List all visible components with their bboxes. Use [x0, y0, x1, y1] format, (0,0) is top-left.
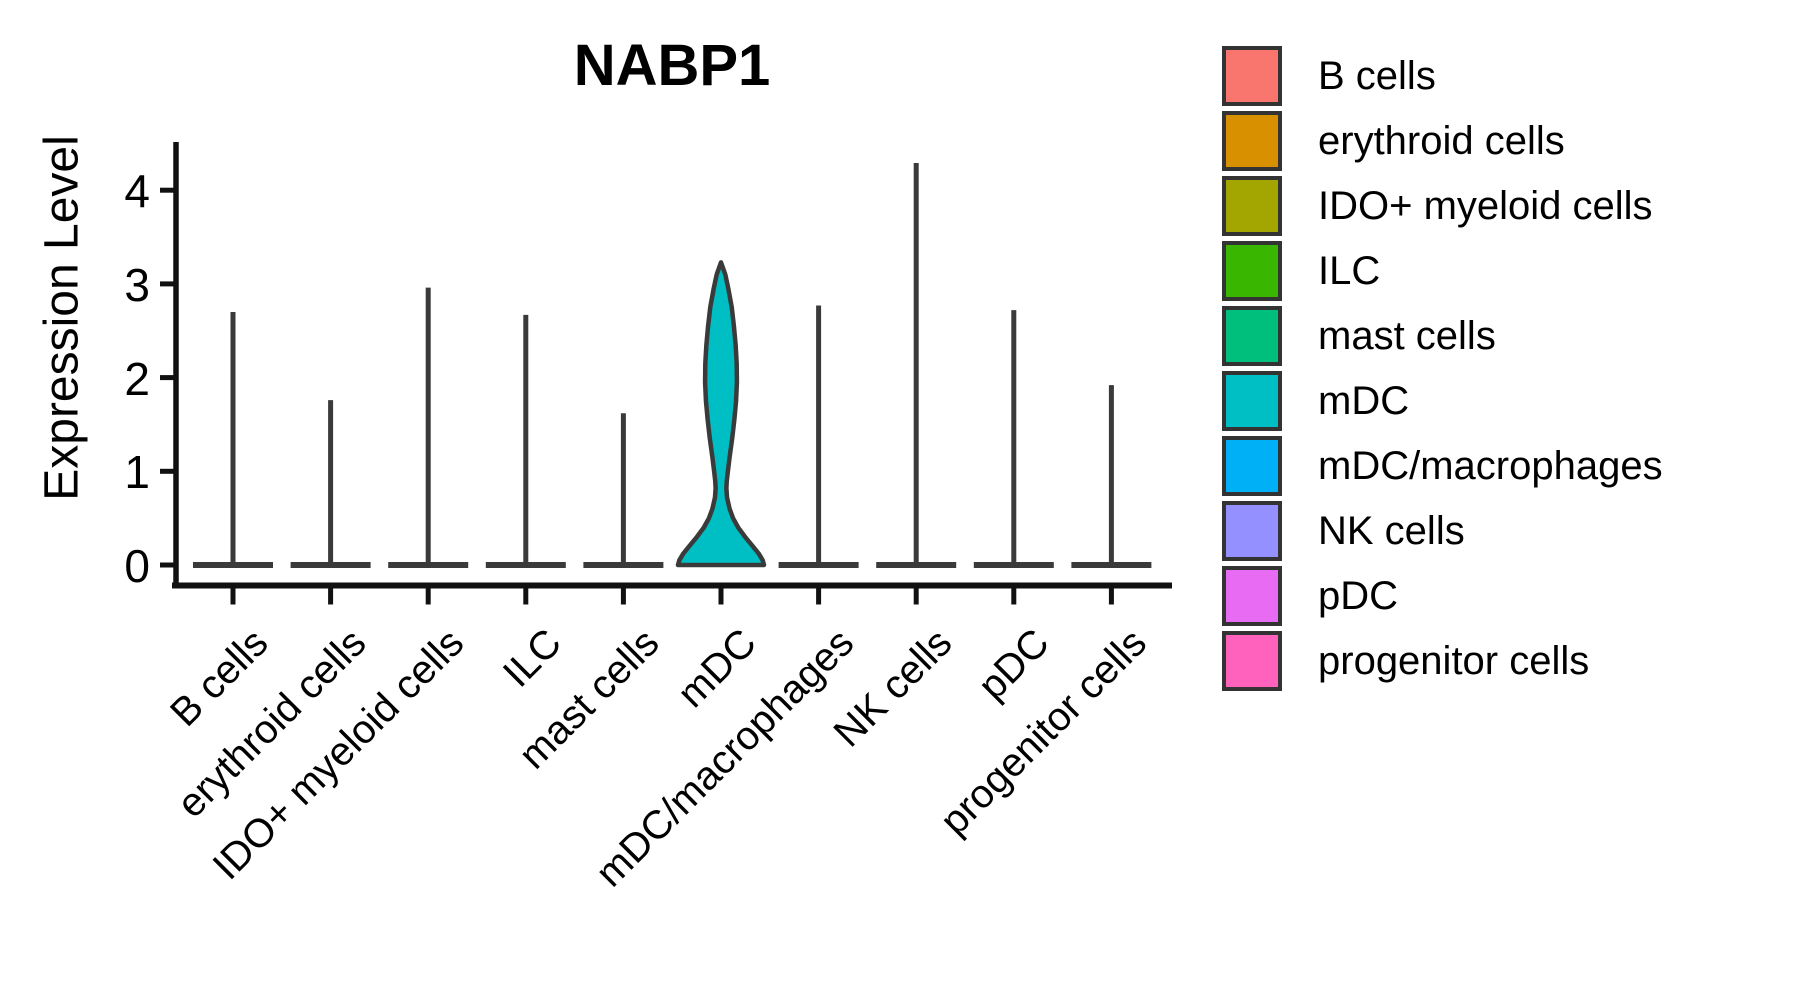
legend-item-7: NK cells: [1222, 501, 1663, 561]
violin-shape-5: [675, 260, 767, 568]
legend-swatch-2: [1222, 176, 1282, 236]
legend-swatch-6: [1222, 436, 1282, 496]
legend-label-2: IDO+ myeloid cells: [1318, 183, 1653, 228]
legend-item-6: mDC/macrophages: [1222, 436, 1663, 496]
legend-swatch-5: [1222, 371, 1282, 431]
legend-item-2: IDO+ myeloid cells: [1222, 176, 1663, 236]
legend-item-8: pDC: [1222, 566, 1663, 626]
legend-label-4: mast cells: [1318, 313, 1496, 358]
legend-label-7: NK cells: [1318, 508, 1465, 553]
legend-label-1: erythroid cells: [1318, 118, 1565, 163]
legend-item-4: mast cells: [1222, 306, 1663, 366]
legend-item-1: erythroid cells: [1222, 111, 1663, 171]
legend-swatch-9: [1222, 631, 1282, 691]
legend-swatch-1: [1222, 111, 1282, 171]
legend-label-0: B cells: [1318, 53, 1436, 98]
y-tick-label-3: 3: [124, 258, 150, 311]
legend-item-3: ILC: [1222, 241, 1663, 301]
legend-swatch-3: [1222, 241, 1282, 301]
y-tick-label-0: 0: [124, 540, 150, 592]
legend-swatch-7: [1222, 501, 1282, 561]
y-tick-label-2: 2: [124, 352, 150, 405]
legend-label-5: mDC: [1318, 378, 1410, 423]
legend-swatch-8: [1222, 566, 1282, 626]
legend: B cells erythroid cells IDO+ myeloid cells…: [1222, 46, 1663, 696]
legend-swatch-4: [1222, 306, 1282, 366]
legend-label-6: mDC/macrophages: [1318, 443, 1663, 488]
legend-label-9: progenitor cells: [1318, 638, 1590, 683]
legend-label-8: pDC: [1318, 573, 1399, 618]
legend-item-5: mDC: [1222, 371, 1663, 431]
legend-item-9: progenitor cells: [1222, 631, 1663, 691]
y-tick-label-1: 1: [124, 446, 150, 499]
legend-swatch-0: [1222, 46, 1282, 106]
chart-title: NABP1: [573, 33, 771, 98]
y-tick-label-4: 4: [124, 165, 150, 218]
legend-item-0: B cells: [1222, 46, 1663, 106]
legend-label-3: ILC: [1318, 248, 1381, 293]
